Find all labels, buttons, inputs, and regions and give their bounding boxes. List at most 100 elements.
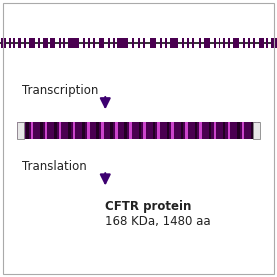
Bar xyxy=(138,122,141,138)
Bar xyxy=(165,38,167,48)
Bar xyxy=(63,122,66,138)
Bar xyxy=(78,122,80,138)
Bar xyxy=(199,122,202,138)
Bar xyxy=(31,122,33,138)
Bar xyxy=(17,122,19,138)
Bar xyxy=(228,122,230,138)
Bar xyxy=(35,122,38,138)
Bar xyxy=(50,38,55,48)
Bar xyxy=(117,38,128,48)
Bar xyxy=(223,122,225,138)
Bar xyxy=(134,122,136,138)
Bar xyxy=(153,122,155,138)
Bar xyxy=(45,122,47,138)
Bar xyxy=(148,122,150,138)
Bar xyxy=(124,122,127,138)
Text: 168 KDa, 1480 aa: 168 KDa, 1480 aa xyxy=(105,215,211,228)
Bar xyxy=(195,122,197,138)
Bar xyxy=(214,122,216,138)
Bar xyxy=(187,38,189,48)
Bar xyxy=(143,38,145,48)
Bar xyxy=(120,122,122,138)
Bar xyxy=(108,38,110,48)
Bar xyxy=(110,122,113,138)
Bar xyxy=(129,122,132,138)
Bar xyxy=(271,38,275,48)
Bar xyxy=(167,122,169,138)
Bar xyxy=(68,38,79,48)
Bar xyxy=(242,122,244,138)
Bar xyxy=(214,38,216,48)
Text: Translation: Translation xyxy=(22,160,87,173)
Bar xyxy=(17,122,24,138)
Bar xyxy=(160,38,162,48)
Bar xyxy=(138,38,140,48)
Bar xyxy=(29,38,35,48)
Bar xyxy=(275,38,277,48)
Bar xyxy=(26,122,29,138)
Bar xyxy=(162,122,165,138)
Bar xyxy=(38,38,40,48)
Bar xyxy=(204,122,207,138)
Bar xyxy=(143,122,146,138)
Bar xyxy=(54,122,57,138)
Bar xyxy=(49,122,52,138)
Bar xyxy=(223,38,225,48)
Bar xyxy=(106,122,108,138)
Bar xyxy=(17,122,260,138)
Bar xyxy=(237,122,240,138)
Bar xyxy=(246,122,249,138)
Bar xyxy=(43,38,48,48)
Bar xyxy=(88,38,90,48)
Bar xyxy=(266,38,268,48)
Bar xyxy=(253,38,255,48)
Bar xyxy=(101,122,104,138)
Bar xyxy=(92,122,94,138)
Bar xyxy=(218,122,221,138)
Bar xyxy=(115,122,118,138)
Bar xyxy=(132,38,134,48)
Bar xyxy=(83,38,85,48)
Bar xyxy=(204,38,210,48)
Bar xyxy=(176,122,179,138)
Bar xyxy=(157,122,160,138)
Bar xyxy=(93,38,95,48)
Bar xyxy=(150,38,156,48)
Bar xyxy=(40,122,43,138)
Bar xyxy=(209,122,211,138)
Bar xyxy=(182,38,184,48)
Bar xyxy=(99,38,104,48)
Bar xyxy=(24,38,26,48)
Text: Transcription: Transcription xyxy=(22,84,99,96)
Bar xyxy=(256,122,258,138)
Bar xyxy=(18,38,21,48)
Bar xyxy=(171,122,174,138)
Bar xyxy=(248,38,250,48)
Bar xyxy=(113,38,115,48)
Bar xyxy=(82,122,85,138)
Bar xyxy=(228,38,230,48)
Bar xyxy=(59,38,61,48)
Bar xyxy=(1,38,6,48)
Bar xyxy=(13,38,15,48)
Bar xyxy=(21,122,24,138)
Bar xyxy=(253,122,260,138)
Bar xyxy=(192,38,194,48)
Bar xyxy=(96,122,99,138)
Bar xyxy=(251,122,253,138)
Bar xyxy=(63,38,65,48)
Bar xyxy=(73,122,75,138)
Bar xyxy=(190,122,193,138)
Bar xyxy=(199,38,201,48)
Bar xyxy=(232,122,235,138)
Bar xyxy=(87,122,89,138)
Bar xyxy=(68,122,71,138)
Bar xyxy=(59,122,61,138)
Bar xyxy=(185,122,188,138)
Bar xyxy=(9,38,11,48)
Bar xyxy=(243,38,245,48)
Text: CFTR protein: CFTR protein xyxy=(105,200,192,213)
Bar xyxy=(219,38,220,48)
Bar xyxy=(181,122,183,138)
Bar xyxy=(233,38,239,48)
